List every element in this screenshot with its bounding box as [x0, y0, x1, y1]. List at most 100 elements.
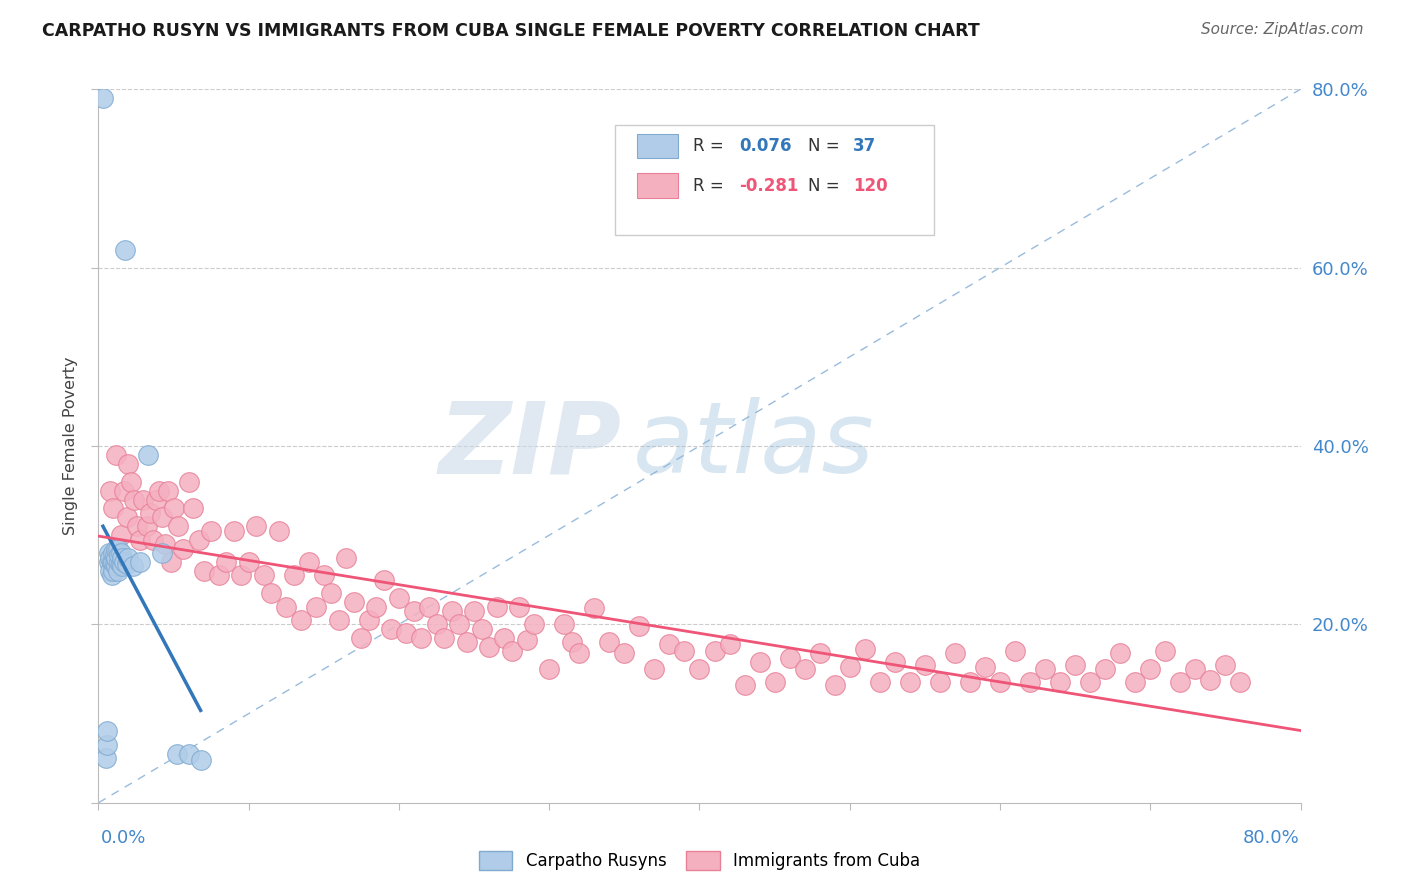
Point [380, 622, 402, 636]
Point [703, 644, 725, 658]
Point [107, 541, 129, 556]
Point [104, 557, 127, 571]
Point [763, 675, 786, 690]
Point [167, 519, 190, 533]
Point [748, 655, 770, 669]
Point [793, 662, 815, 676]
Point [190, 753, 212, 767]
Point [153, 537, 176, 551]
Point [456, 635, 478, 649]
Point [433, 631, 456, 645]
Point [974, 660, 997, 674]
Text: 0.0%: 0.0% [101, 829, 146, 847]
Point [898, 675, 921, 690]
Point [166, 747, 188, 761]
Point [145, 492, 167, 507]
Point [658, 637, 681, 651]
Point [1184, 662, 1206, 676]
Text: 120: 120 [853, 177, 889, 194]
Point [350, 631, 373, 645]
Text: R =: R = [693, 137, 730, 155]
Point [883, 655, 905, 669]
Point [598, 635, 620, 649]
Legend: Carpatho Rusyns, Immigrants from Cuba: Carpatho Rusyns, Immigrants from Cuba [472, 844, 927, 877]
Point [1109, 646, 1132, 660]
Text: 37: 37 [853, 137, 876, 155]
Point [824, 678, 846, 692]
Point [138, 506, 160, 520]
Point [357, 613, 380, 627]
Point [929, 675, 952, 690]
Point [734, 678, 756, 692]
Point [231, 568, 253, 582]
Point [959, 675, 981, 690]
Point [508, 599, 530, 614]
Point [253, 568, 276, 582]
Point [501, 644, 523, 658]
Point [127, 519, 149, 533]
Point [613, 646, 636, 660]
Point [96, 738, 118, 752]
Point [112, 555, 135, 569]
Point [1019, 675, 1042, 690]
Point [447, 617, 470, 632]
Point [425, 617, 447, 632]
Point [115, 510, 138, 524]
Point [779, 651, 801, 665]
Point [91, 91, 114, 105]
Point [1139, 662, 1161, 676]
Text: Source: ZipAtlas.com: Source: ZipAtlas.com [1201, 22, 1364, 37]
Point [208, 568, 231, 582]
Point [132, 492, 155, 507]
Point [411, 631, 433, 645]
Point [222, 524, 245, 538]
Point [335, 550, 357, 565]
Point [853, 642, 876, 657]
Point [1064, 657, 1087, 672]
Point [305, 599, 328, 614]
Point [471, 622, 494, 636]
Point [1033, 662, 1056, 676]
Point [129, 533, 152, 547]
Point [156, 483, 179, 498]
Point [215, 555, 238, 569]
Point [673, 644, 696, 658]
Point [108, 548, 131, 562]
Point [440, 604, 463, 618]
Point [105, 559, 128, 574]
Point [643, 662, 665, 676]
Text: N =: N = [807, 137, 845, 155]
Point [103, 546, 125, 560]
Point [124, 492, 146, 507]
Point [107, 564, 129, 578]
FancyBboxPatch shape [637, 173, 678, 198]
Point [1215, 657, 1237, 672]
Point [1049, 675, 1071, 690]
Point [366, 599, 388, 614]
Text: N =: N = [807, 177, 845, 194]
Point [117, 550, 139, 565]
Text: 0.076: 0.076 [740, 137, 792, 155]
Point [538, 662, 561, 676]
Point [117, 457, 139, 471]
Point [97, 546, 120, 560]
Point [103, 501, 125, 516]
Point [718, 637, 741, 651]
Text: R =: R = [693, 177, 730, 194]
Point [159, 555, 181, 569]
Point [110, 528, 132, 542]
Point [1154, 644, 1177, 658]
Point [628, 619, 651, 633]
Point [103, 555, 125, 569]
Point [1170, 675, 1192, 690]
Point [121, 475, 143, 489]
Point [395, 626, 418, 640]
Point [553, 617, 575, 632]
Point [122, 559, 145, 574]
Point [245, 519, 267, 533]
Point [110, 546, 132, 560]
Point [181, 501, 204, 516]
Point [177, 747, 200, 761]
Point [101, 568, 124, 582]
Point [97, 555, 120, 569]
